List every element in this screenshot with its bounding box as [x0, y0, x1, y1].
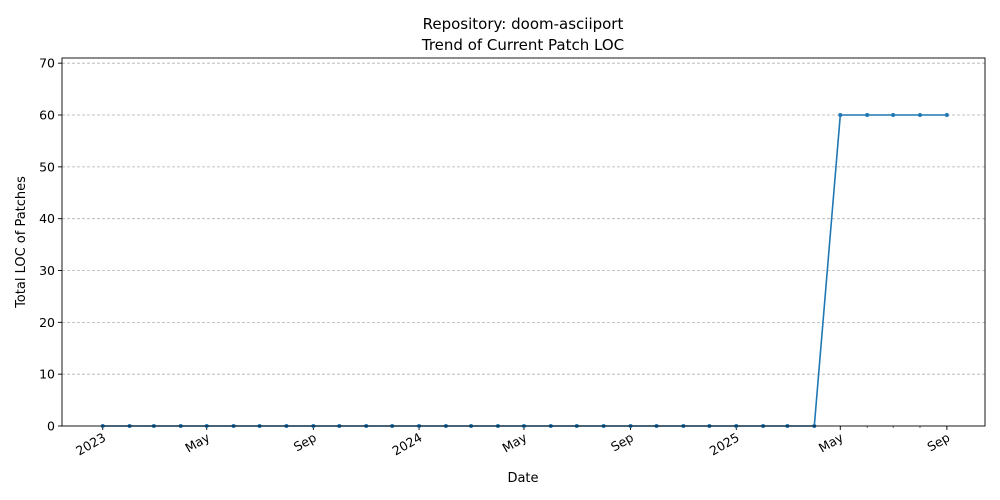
- y-tick-label: 70: [39, 56, 55, 71]
- x-tick-label: May: [816, 429, 846, 455]
- data-point: [865, 113, 870, 118]
- chart-title-line-2: Trend of Current Patch LOC: [421, 36, 624, 54]
- x-tick-label: Sep: [291, 430, 319, 455]
- x-tick-label: 2024: [390, 430, 425, 459]
- x-axis-label: Date: [507, 471, 538, 486]
- y-tick-label: 10: [39, 367, 55, 382]
- x-tick-label: Sep: [924, 430, 952, 455]
- data-point: [918, 113, 922, 118]
- y-tick-label: 60: [39, 108, 55, 123]
- data-point: [944, 113, 949, 118]
- grid-lines: [62, 62, 985, 375]
- x-tick-label: May: [182, 429, 212, 455]
- x-tick-label: May: [500, 429, 530, 455]
- axis-ticks: 0 10 20 30 40 50 60 70 2023 May Sep 2024 May Sep 2025 M…: [39, 56, 952, 459]
- chart-title-line-1: Repository: doom-asciiport: [423, 15, 624, 33]
- y-tick-label: 0: [47, 419, 55, 434]
- data-point: [838, 113, 843, 118]
- y-tick-label: 30: [39, 263, 55, 278]
- data-point: [891, 113, 896, 118]
- y-tick-label: 40: [39, 211, 55, 226]
- y-tick-label: 50: [39, 159, 55, 174]
- x-tick-label: 2023: [73, 430, 108, 459]
- y-axis-label: Total LOC of Patches: [14, 176, 29, 309]
- x-tick-label: 2025: [707, 430, 742, 459]
- plot-frame: [61, 57, 986, 427]
- y-tick-label: 20: [39, 315, 55, 330]
- x-tick-label: Sep: [608, 430, 636, 455]
